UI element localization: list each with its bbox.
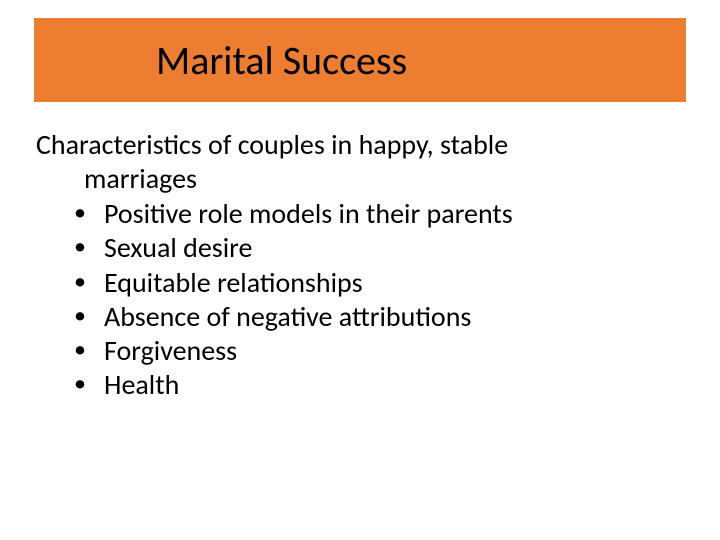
subtitle-line-1: Characteristics of couples in happy, sta… [36,127,508,162]
list-item: Positive role models in their parents [74,197,686,231]
list-item: Equitable relationships [74,266,686,300]
body-content: Characteristics of couples in happy, sta… [34,128,686,402]
bullet-list: Positive role models in their parents Se… [34,197,686,402]
subtitle-line-2: marriages [36,162,686,196]
list-item: Health [74,368,686,402]
slide: Marital Success Characteristics of coupl… [0,0,720,540]
list-item: Sexual desire [74,231,686,265]
list-item: Absence of negative attributions [74,300,686,334]
title-bar: Marital Success [34,18,686,102]
slide-title: Marital Success [156,36,407,85]
subtitle: Characteristics of couples in happy, sta… [34,128,686,195]
list-item: Forgiveness [74,334,686,368]
